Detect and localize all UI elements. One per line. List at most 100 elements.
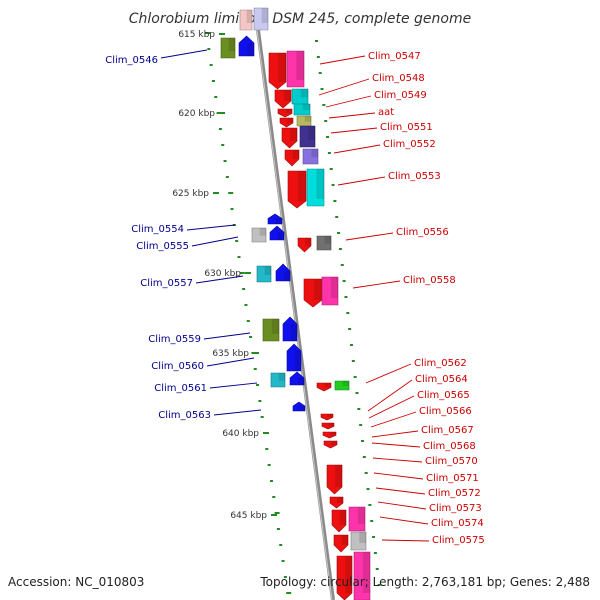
gene-feature <box>326 464 343 495</box>
ruler-tick <box>353 376 357 378</box>
gene-feature <box>282 316 298 342</box>
gene-feature <box>331 509 347 533</box>
ruler-tick <box>355 392 359 394</box>
label-leader <box>337 176 386 186</box>
label-leader <box>213 409 262 416</box>
gene-feature <box>251 227 267 243</box>
kbp-label: 640 kbp <box>222 429 259 439</box>
gene-feature <box>297 237 312 253</box>
label-leader <box>186 224 236 231</box>
ruler-tick <box>269 480 273 482</box>
gene-feature <box>336 555 353 600</box>
gene-feature <box>316 382 332 392</box>
ruler-tick <box>361 440 364 442</box>
gene-feature <box>302 148 319 165</box>
label-leader <box>160 49 208 59</box>
ruler-tick <box>377 584 381 586</box>
ruler-tick <box>267 464 271 466</box>
kbp-tick <box>263 432 269 434</box>
kbp-tick <box>213 192 219 194</box>
gene-feature <box>316 235 332 251</box>
ruler-tick <box>258 400 262 402</box>
gene-label-clim_0573: Clim_0573 <box>429 503 482 514</box>
kbp-tick <box>245 272 251 274</box>
ruler-tick <box>253 368 257 370</box>
kbp-label: 635 kbp <box>212 349 249 359</box>
gene-label-clim_0567: Clim_0567 <box>421 425 474 436</box>
gene-feature <box>323 440 338 449</box>
ruler-tick <box>329 168 333 170</box>
gene-feature <box>281 127 298 149</box>
label-leader <box>318 78 370 96</box>
ruler-tick <box>320 88 324 90</box>
gene-label-clim_0575: Clim_0575 <box>432 535 485 546</box>
label-leader <box>330 127 378 134</box>
ruler-tick <box>223 160 227 162</box>
gene-feature <box>333 534 349 553</box>
label-leader <box>319 55 366 65</box>
kbp-tick <box>219 112 225 114</box>
ruler-tick <box>362 456 366 458</box>
ruler-tick <box>279 544 283 546</box>
ruler-tick <box>256 384 260 386</box>
ruler-tick <box>315 40 318 42</box>
ruler-tick <box>230 208 234 210</box>
gene-label-aat: aat <box>378 107 394 118</box>
gene-feature <box>286 343 302 372</box>
label-leader <box>209 382 258 389</box>
kbp-tick <box>253 352 259 354</box>
gene-feature <box>296 115 312 127</box>
gene-feature <box>268 52 287 90</box>
accession-text: Accession: NC_010803 <box>8 575 144 589</box>
ruler-tick <box>349 344 353 346</box>
gene-label-clim_0549: Clim_0549 <box>374 90 427 101</box>
gene-label-clim_0558: Clim_0558 <box>403 275 456 286</box>
ruler-tick <box>265 448 269 450</box>
label-leader <box>381 539 430 542</box>
gene-feature <box>320 413 334 421</box>
ruler-tick <box>331 184 335 186</box>
gene-feature <box>262 318 280 342</box>
ruler-tick <box>324 120 328 122</box>
ruler-tick <box>239 272 245 274</box>
ruler-tick <box>340 264 344 266</box>
ruler-tick <box>249 336 253 338</box>
label-leader <box>206 357 255 367</box>
map-title: Chlorobium limicola DSM 245, complete ge… <box>129 11 472 27</box>
label-leader <box>368 395 415 419</box>
gene-feature <box>321 422 335 430</box>
ruler-tick <box>366 488 370 490</box>
gene-feature <box>289 371 305 386</box>
label-leader <box>371 430 419 438</box>
ruler-tick <box>344 296 348 298</box>
label-leader <box>203 332 251 340</box>
kbp-label: 645 kbp <box>230 511 267 521</box>
label-leader <box>367 379 413 412</box>
label-leader <box>325 95 372 108</box>
ruler-tick <box>337 232 341 234</box>
gene-label-clim_0551: Clim_0551 <box>380 122 433 133</box>
ruler-tick <box>359 424 363 426</box>
ruler-tick <box>316 56 320 58</box>
gene-feature <box>306 168 325 207</box>
label-leader <box>345 232 394 241</box>
gene-feature <box>293 103 311 116</box>
gene-feature <box>267 213 283 225</box>
ruler-tick <box>318 72 322 74</box>
ruler-tick <box>338 248 342 250</box>
gene-feature <box>279 117 294 128</box>
label-leader <box>352 280 401 289</box>
gene-feature <box>220 37 236 59</box>
kbp-tick <box>271 514 277 516</box>
gene-feature <box>322 431 337 439</box>
gene-label-clim_0566: Clim_0566 <box>419 406 472 417</box>
gene-label-clim_0546: Clim_0546 <box>105 55 158 66</box>
label-leader <box>333 144 381 154</box>
gene-feature <box>239 9 253 31</box>
label-leader <box>370 411 417 428</box>
label-leader <box>371 442 421 448</box>
ruler-tick <box>235 240 239 242</box>
label-leader-lines <box>160 49 430 542</box>
gene-feature <box>284 149 300 167</box>
